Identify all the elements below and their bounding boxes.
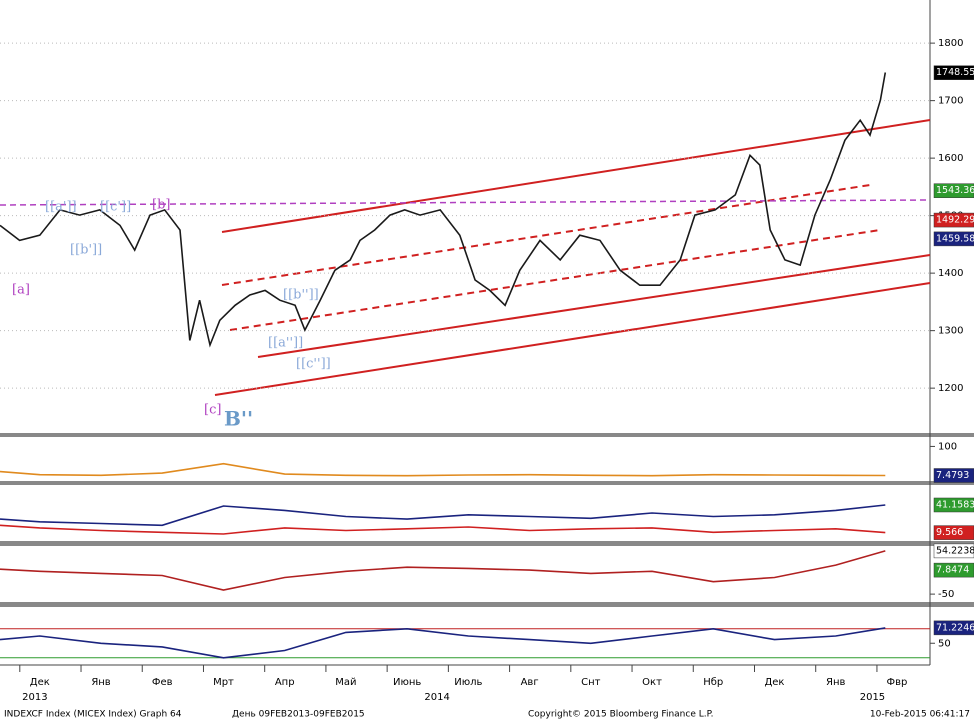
x-tick-label: Мрт bbox=[213, 677, 234, 688]
series-line bbox=[0, 550, 886, 591]
value-box bbox=[933, 231, 974, 247]
y-tick-label: 100 bbox=[938, 441, 957, 452]
value-label: 71.2246 bbox=[936, 622, 974, 633]
series-line bbox=[0, 627, 886, 659]
year-label: 2015 bbox=[860, 692, 885, 703]
annotation: B'' bbox=[224, 407, 253, 431]
value-box bbox=[933, 543, 974, 559]
x-tick-label: Нбр bbox=[703, 677, 723, 688]
x-tick-label: Янв bbox=[826, 677, 845, 688]
annotation: [[a']] bbox=[45, 200, 77, 215]
value-label: 1543.36 bbox=[936, 185, 974, 196]
annotation: [a] bbox=[12, 283, 30, 298]
annotation: [[a'']] bbox=[268, 336, 303, 351]
x-tick-label: Дек bbox=[30, 677, 50, 688]
channel-line bbox=[221, 184, 871, 286]
value-label: 7.4793 bbox=[936, 470, 969, 481]
value-box bbox=[933, 183, 974, 198]
level-line bbox=[0, 199, 931, 206]
annotation: [[b'']] bbox=[283, 288, 319, 303]
y-tick-label: 1700 bbox=[938, 96, 963, 107]
annotation: [[b']] bbox=[70, 243, 102, 258]
value-box bbox=[933, 65, 974, 80]
channel-line bbox=[214, 282, 931, 396]
footer-source: INDEXCF Index (MICEX Index) Graph 64 bbox=[4, 710, 182, 720]
channel-line bbox=[257, 254, 931, 358]
value-label: 7.8474 bbox=[936, 565, 969, 576]
y-tick-label: -50 bbox=[938, 589, 954, 600]
series-line bbox=[0, 524, 886, 535]
series-line bbox=[0, 462, 886, 477]
x-tick-label: Июль bbox=[454, 677, 482, 688]
value-label: 1748.55 bbox=[936, 67, 974, 78]
year-label: 2014 bbox=[424, 692, 449, 703]
x-tick-label: Фев bbox=[152, 677, 173, 688]
channel-line bbox=[221, 119, 931, 233]
x-tick-label: Янв bbox=[91, 677, 110, 688]
value-box bbox=[933, 562, 974, 578]
x-tick-label: Окт bbox=[642, 677, 662, 688]
separator bbox=[0, 602, 974, 607]
x-tick-label: Авг bbox=[521, 677, 539, 688]
annotation: [[c']] bbox=[100, 200, 131, 215]
value-label: 54.2238 bbox=[936, 545, 974, 556]
value-label: 1459.58 bbox=[936, 233, 974, 244]
value-label: 1492.29 bbox=[936, 215, 974, 226]
y-tick-label: 1300 bbox=[938, 326, 963, 337]
value-box bbox=[933, 497, 974, 513]
value-label: 9.566 bbox=[936, 527, 963, 538]
x-tick-label: Дек bbox=[764, 677, 784, 688]
channel-line bbox=[229, 229, 881, 331]
annotation: [c] bbox=[204, 403, 221, 418]
y-tick-label: 1600 bbox=[938, 153, 963, 164]
value-box bbox=[933, 212, 974, 228]
x-tick-label: Фвр bbox=[887, 677, 908, 688]
series-line bbox=[0, 72, 887, 348]
separator bbox=[0, 481, 974, 485]
year-label: 2013 bbox=[22, 692, 47, 703]
separator bbox=[0, 433, 974, 437]
footer-copyright: Copyright© 2015 Bloomberg Finance L.P. bbox=[528, 710, 713, 720]
x-tick-label: Июнь bbox=[393, 677, 421, 688]
footer-time: 10-Feb-2015 06:41:17 bbox=[870, 710, 970, 720]
y-tick-label: 1800 bbox=[938, 38, 963, 49]
y-tick-label: 1200 bbox=[938, 383, 963, 394]
value-label: 41.1583 bbox=[936, 499, 974, 510]
footer-range: День 09FEB2013-09FEB2015 bbox=[232, 710, 365, 720]
annotation: [[c'']] bbox=[296, 357, 331, 372]
y-tick-label: 50 bbox=[938, 638, 951, 649]
x-tick-label: Май bbox=[335, 677, 356, 688]
value-box bbox=[933, 620, 974, 636]
x-tick-label: Снт bbox=[581, 677, 601, 688]
value-box bbox=[933, 525, 974, 540]
x-tick-label: Апр bbox=[275, 677, 295, 688]
series-line bbox=[0, 504, 886, 527]
separator bbox=[0, 541, 974, 546]
value-box bbox=[933, 468, 974, 483]
y-tick-label: 1400 bbox=[938, 268, 963, 279]
annotation: [b] bbox=[152, 198, 170, 213]
